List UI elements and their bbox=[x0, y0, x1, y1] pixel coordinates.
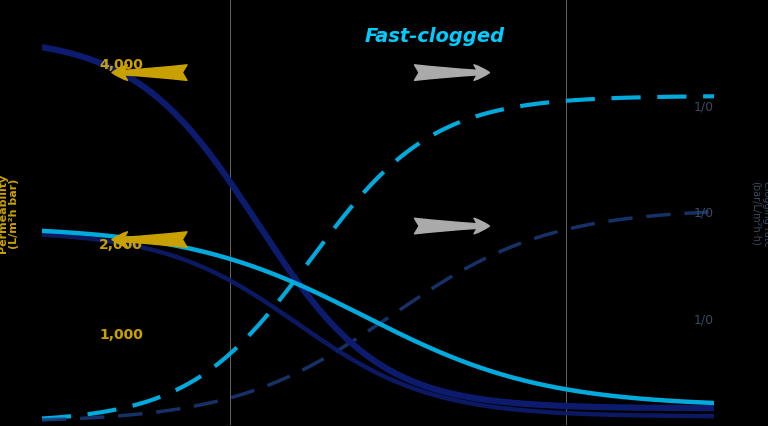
Text: Permeability
(L/m²h bar): Permeability (L/m²h bar) bbox=[0, 173, 19, 253]
Text: 2,000: 2,000 bbox=[99, 238, 143, 251]
Text: 1/0: 1/0 bbox=[694, 101, 714, 114]
Text: 1/0: 1/0 bbox=[694, 312, 714, 325]
Text: Clogging rate
(bar/L/m²h·h): Clogging rate (bar/L/m²h·h) bbox=[750, 180, 768, 246]
Text: 1,000: 1,000 bbox=[99, 328, 143, 342]
Text: 1/0: 1/0 bbox=[694, 207, 714, 219]
Text: Fast-clogged: Fast-clogged bbox=[365, 27, 505, 46]
Text: 4,000: 4,000 bbox=[99, 58, 143, 72]
